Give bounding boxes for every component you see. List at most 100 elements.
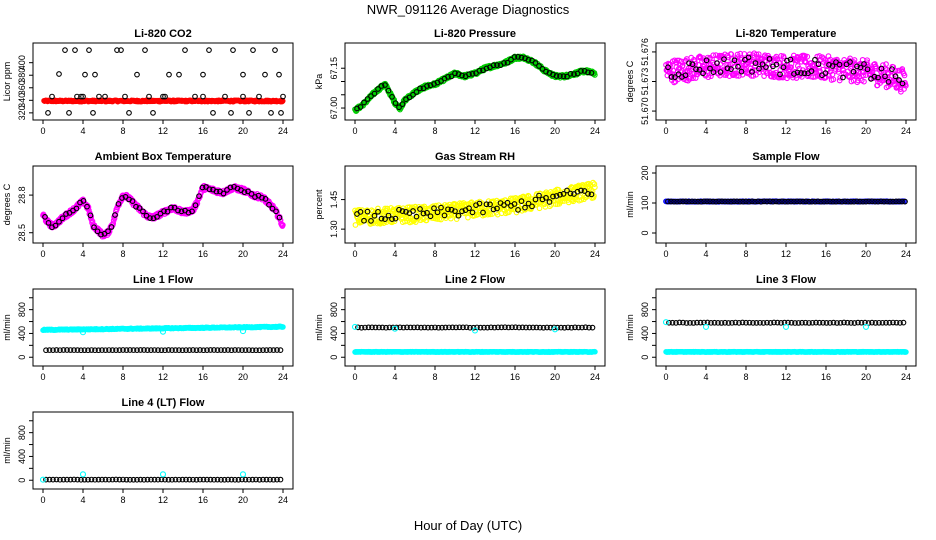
- data-point: [186, 476, 193, 483]
- data-point: [890, 319, 896, 326]
- data-point: [176, 476, 182, 483]
- data-point: [106, 347, 112, 353]
- data-point: [407, 324, 414, 331]
- data-point: [715, 319, 721, 326]
- data-point: [239, 347, 245, 354]
- data-point: [459, 208, 465, 215]
- data-point: [67, 476, 74, 483]
- data-point: [72, 47, 78, 53]
- data-point: [671, 198, 677, 205]
- data-point: [200, 347, 207, 354]
- data-point: [893, 319, 900, 326]
- x-tick-label: 12: [158, 495, 168, 505]
- data-point: [427, 82, 434, 89]
- data-point: [588, 70, 595, 76]
- data-point: [766, 55, 773, 62]
- plot-frame: [32, 165, 294, 244]
- y-tick-label: 1.45: [329, 191, 339, 209]
- data-point: [228, 110, 234, 116]
- data-point: [876, 319, 882, 326]
- data-point: [115, 201, 122, 207]
- data-point: [777, 71, 783, 78]
- data-point: [232, 476, 238, 483]
- data-point: [896, 198, 902, 205]
- x-tick-label: 20: [861, 372, 871, 382]
- x-tick-label: 8: [432, 126, 437, 136]
- data-point: [677, 198, 683, 205]
- data-point: [262, 196, 269, 202]
- x-tick-label: 0: [663, 249, 668, 259]
- data-point: [504, 199, 511, 206]
- data-point: [411, 324, 417, 331]
- data-point: [197, 347, 203, 353]
- data-point: [690, 320, 697, 326]
- data-point: [803, 198, 809, 205]
- x-tick-label: 20: [550, 249, 560, 259]
- data-point: [710, 198, 716, 205]
- data-point: [98, 231, 104, 238]
- data-point: [557, 73, 563, 79]
- data-point: [495, 324, 501, 331]
- data-point: [207, 347, 214, 353]
- y-tick-label: 51.673: [640, 68, 650, 96]
- x-tick-label: 0: [663, 372, 668, 382]
- data-point: [487, 201, 493, 208]
- data-point: [375, 205, 381, 212]
- data-point: [351, 323, 359, 330]
- data-point: [71, 476, 77, 483]
- data-point: [494, 62, 500, 68]
- data-point: [578, 68, 584, 74]
- data-point: [669, 319, 676, 326]
- data-point: [263, 347, 270, 353]
- data-point: [788, 64, 794, 71]
- data-point: [66, 110, 72, 116]
- data-point: [546, 199, 553, 205]
- data-point: [848, 198, 854, 205]
- data-point: [839, 198, 845, 205]
- data-point: [778, 319, 784, 326]
- data-point: [221, 347, 228, 353]
- data-point: [567, 190, 574, 197]
- data-point: [88, 347, 95, 353]
- data-point: [155, 347, 161, 353]
- x-tick-label: 8: [743, 126, 748, 136]
- y-tick-label: 200: [640, 165, 650, 180]
- data-point: [530, 324, 536, 331]
- data-point: [746, 319, 753, 326]
- y-tick-label: 400: [329, 326, 339, 341]
- data-point: [582, 324, 589, 331]
- data-point: [857, 198, 863, 205]
- data-point: [445, 74, 451, 80]
- data-point: [565, 324, 571, 331]
- data-point: [731, 57, 738, 64]
- data-point: [134, 476, 140, 483]
- data-point: [434, 216, 441, 222]
- figure-title: NWR_091126 Average Diagnostics: [366, 2, 570, 17]
- data-point: [764, 198, 770, 205]
- data-point: [728, 198, 734, 205]
- panel-title: Li-820 Temperature: [736, 28, 837, 40]
- data-point: [206, 47, 212, 53]
- data-point: [863, 198, 869, 205]
- data-point: [120, 347, 126, 353]
- data-point: [809, 198, 815, 205]
- data-point: [242, 347, 249, 353]
- data-point: [248, 191, 255, 197]
- data-point: [113, 347, 119, 354]
- data-point: [758, 198, 764, 205]
- data-point: [176, 71, 182, 78]
- data-point: [214, 347, 221, 353]
- data-point: [159, 328, 167, 335]
- data-point: [79, 329, 87, 336]
- data-points: [663, 50, 909, 95]
- data-point: [851, 72, 857, 79]
- data-point: [424, 209, 430, 216]
- data-point: [494, 205, 500, 212]
- y-axis-label: percent: [314, 189, 324, 220]
- data-point: [378, 215, 385, 222]
- data-point: [808, 68, 815, 74]
- x-tick-label: 4: [80, 495, 85, 505]
- data-point: [689, 61, 696, 68]
- data-point: [724, 65, 731, 72]
- data-point: [708, 319, 714, 326]
